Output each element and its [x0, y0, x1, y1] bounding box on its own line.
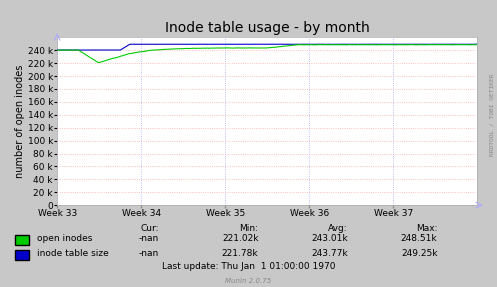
Title: Inode table usage - by month: Inode table usage - by month: [165, 21, 369, 35]
Text: 243.77k: 243.77k: [311, 249, 348, 258]
Text: 248.51k: 248.51k: [401, 234, 437, 243]
Text: Last update: Thu Jan  1 01:00:00 1970: Last update: Thu Jan 1 01:00:00 1970: [162, 262, 335, 271]
Text: 221.78k: 221.78k: [222, 249, 258, 258]
Text: Max:: Max:: [416, 224, 437, 233]
Text: Cur:: Cur:: [141, 224, 159, 233]
Text: open inodes: open inodes: [37, 234, 92, 243]
Text: RRDTOOL / TOBI OETIKER: RRDTOOL / TOBI OETIKER: [490, 73, 495, 156]
Text: 221.02k: 221.02k: [222, 234, 258, 243]
Text: Min:: Min:: [240, 224, 258, 233]
Text: inode table size: inode table size: [37, 249, 109, 258]
Text: 249.25k: 249.25k: [401, 249, 437, 258]
Text: -nan: -nan: [139, 234, 159, 243]
Text: -nan: -nan: [139, 249, 159, 258]
Text: 243.01k: 243.01k: [311, 234, 348, 243]
Text: Avg:: Avg:: [329, 224, 348, 233]
Text: Munin 2.0.75: Munin 2.0.75: [225, 278, 272, 284]
Y-axis label: number of open inodes: number of open inodes: [15, 65, 25, 178]
